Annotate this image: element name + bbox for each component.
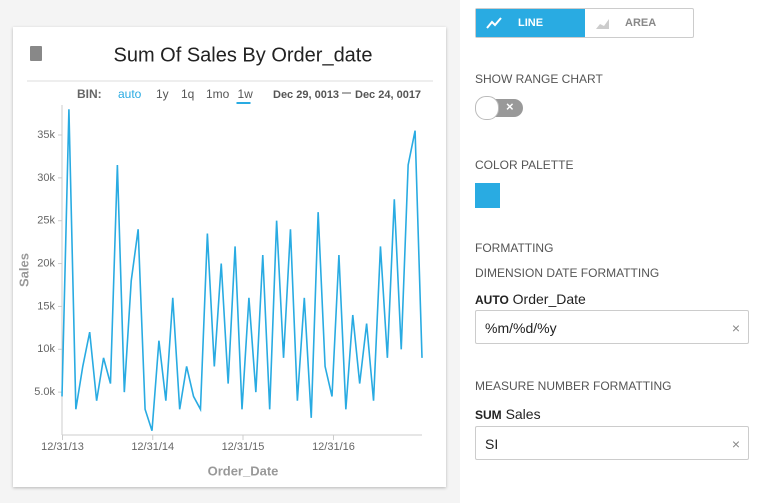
number-format: SI — [485, 436, 499, 452]
x-tick-label: 12/31/15 — [222, 441, 265, 453]
chart-card: Sum Of Sales By Order_date BIN: auto 1y 1q… — [13, 27, 446, 487]
color-palette-label: COLOR PALETTE — [475, 158, 574, 172]
measure-field-row: SUM Sales — [475, 406, 541, 422]
measure-heading: MEASURE NUMBER FORMATTING — [475, 379, 672, 393]
bin-option[interactable]: auto — [118, 87, 142, 101]
range-chart-label: SHOW RANGE CHART — [475, 72, 603, 86]
dimension-field-row: AUTO Order_Date — [475, 291, 586, 307]
range-start: Dec 29, 0013 — [273, 89, 339, 101]
y-tick-label: 30k — [37, 172, 55, 184]
x-axis-label: Order_Date — [208, 463, 279, 478]
bin-option[interactable]: 1y — [156, 87, 169, 101]
x-tick-label: 12/31/16 — [312, 441, 355, 453]
range-end: Dec 24, 0017 — [355, 89, 421, 101]
number-format-input[interactable]: SI × — [475, 426, 749, 460]
bin-option[interactable]: 1w — [238, 87, 254, 101]
y-axis-label: Sales — [16, 253, 31, 287]
date-format-input[interactable]: %m/%d/%y × — [475, 310, 749, 344]
formatting-label: FORMATTING — [475, 241, 554, 255]
y-tick-label: 20k — [37, 257, 55, 269]
chart-title: Sum Of Sales By Order_date — [113, 44, 372, 66]
area-icon — [596, 19, 609, 29]
area-button[interactable]: AREA — [625, 17, 657, 29]
bin-label: BIN: — [77, 87, 102, 101]
bin-option[interactable]: 1mo — [206, 87, 230, 101]
measure-field: Sales — [505, 406, 541, 422]
y-tick-label: 25k — [37, 215, 55, 227]
y-tick-label: 15k — [37, 300, 55, 312]
x-tick-label: 12/31/13 — [41, 441, 84, 453]
bin-option[interactable]: 1q — [181, 87, 194, 101]
bin-options: auto 1y 1q 1mo 1w — [118, 87, 253, 101]
color-swatch[interactable] — [475, 183, 500, 208]
y-tick-label: 35k — [37, 129, 55, 141]
measure-agg: SUM — [475, 408, 502, 422]
dimension-agg: AUTO — [475, 293, 509, 307]
chart-icon[interactable] — [30, 46, 42, 61]
y-tick-label: 10k — [37, 343, 55, 355]
y-tick-label: 5.0k — [34, 386, 55, 398]
range-toggle[interactable]: × — [475, 96, 525, 120]
dimension-field: Order_Date — [512, 291, 586, 307]
sales-line — [61, 109, 423, 431]
line-icon — [486, 17, 502, 29]
chart: Sum Of Sales By Order_date BIN: auto 1y 1q… — [16, 44, 433, 478]
dimension-heading: DIMENSION DATE FORMATTING — [475, 266, 660, 280]
date-format: %m/%d/%y — [485, 320, 557, 336]
x-tick-label: 12/31/14 — [131, 441, 174, 453]
chart-type-toggle: LINE AREA — [475, 8, 694, 38]
